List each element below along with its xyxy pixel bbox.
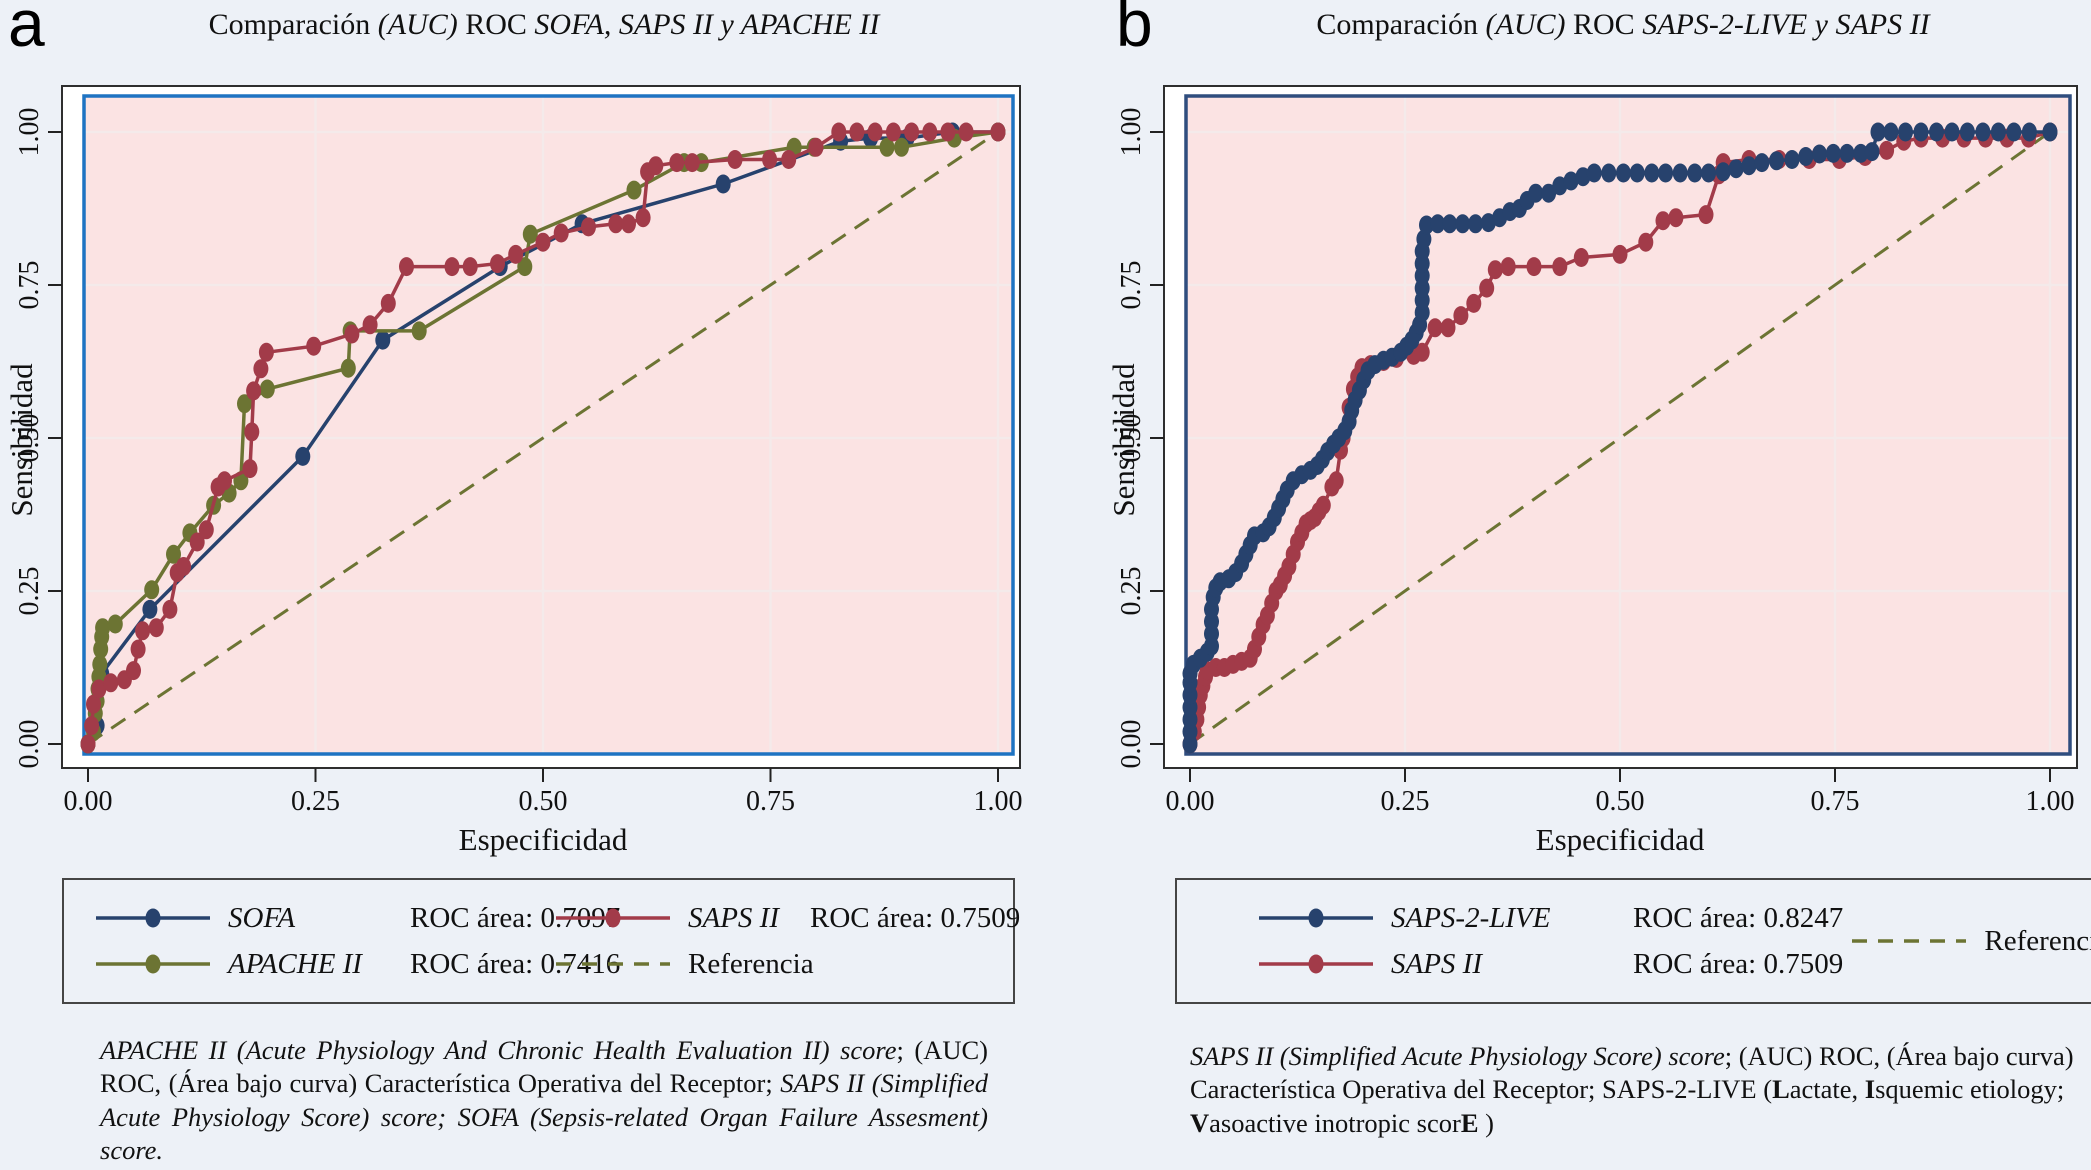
svg-text:0.75: 0.75 [14, 261, 45, 310]
footnote-b: SAPS II (Simplified Acute Physiology Sco… [1190, 1040, 2091, 1140]
plot-area [84, 96, 1013, 754]
line-marker-swatch [96, 908, 210, 928]
legend-series-name: SOFA [228, 901, 296, 934]
svg-text:0.50: 0.50 [14, 414, 45, 463]
title-segment: Comparación [1316, 8, 1486, 41]
legend-series-name: Referencia [1984, 924, 2091, 957]
svg-text:1.00: 1.00 [2026, 786, 2075, 815]
x-axis-label: Especificidad [458, 822, 628, 857]
legend-column: SOFA ROC área: 0.7097 APACHE II ROC área: 0… [94, 880, 620, 1002]
title-segment: Comparación [208, 8, 378, 41]
svg-text:0.25: 0.25 [14, 567, 45, 616]
title-segment: SOFA, SAPS II y APACHE II [534, 8, 880, 41]
x-axis-label: Especificidad [1535, 822, 1705, 857]
title-segment: (AUC) [377, 8, 458, 41]
svg-text:1.00: 1.00 [14, 108, 45, 157]
legend-column: Referencia [1850, 880, 2091, 1002]
footnote-segment: squemic etiology; [1875, 1074, 2065, 1105]
svg-text:0.50: 0.50 [519, 786, 568, 815]
footnote-segment: asoactive inotropic scor [1209, 1107, 1461, 1138]
footnote-segment: I [1864, 1074, 1876, 1105]
series-saps-2-live [1182, 122, 2058, 754]
legend-series-name: SAPS-2-LIVE [1391, 901, 1551, 934]
panel-letter-a: a [8, 0, 45, 60]
legend-roc-area: ROC área: 0.7509 [810, 901, 1021, 934]
line-marker-swatch [1259, 908, 1373, 928]
svg-text:0.00: 0.00 [14, 720, 45, 769]
svg-text:0.50: 0.50 [1116, 414, 1147, 463]
footnote-segment: E [1460, 1107, 1479, 1138]
svg-text:0.00: 0.00 [64, 786, 113, 815]
roc-plot-a: 0.00 0.25 0.50 0.75 1.00 0.00 0.25 0.50 0.75 1.00 [14, 85, 1023, 816]
svg-text:0.50: 0.50 [1596, 786, 1645, 815]
legend-series-name: Referencia [688, 947, 814, 980]
legend-column: SAPS II ROC área: 0.7509 Referencia [554, 880, 1020, 1002]
legend-item-referencia: Referencia [1850, 925, 2091, 958]
footnote-segment: SAPS II (Simplified Acute Physiology Sco… [1190, 1041, 1725, 1071]
svg-text:0.25: 0.25 [1381, 786, 1430, 815]
svg-text:0.25: 0.25 [1116, 567, 1147, 616]
title-segment: ROC [1565, 8, 1643, 41]
legend-item-saps-ii: SAPS II ROC área: 0.7509 [1257, 948, 1850, 981]
svg-text:0.75: 0.75 [746, 786, 795, 815]
legend-a: SOFA ROC área: 0.7097 APACHE II ROC área: 0… [62, 878, 1020, 1004]
plot-area [1186, 96, 2070, 754]
legend-column: SAPS-2-LIVE ROC área: 0.8247 SAPS II ROC ár… [1257, 880, 1850, 1002]
series-saps-ii [80, 122, 1006, 754]
legend-b: SAPS-2-LIVE ROC área: 0.8247 SAPS II ROC ár… [1175, 878, 2091, 1004]
svg-text:0.00: 0.00 [1166, 786, 1215, 815]
legend-item-saps-ii: SAPS II ROC área: 0.7509 [554, 902, 1020, 935]
line-marker-swatch [556, 908, 670, 928]
panel-b: b Comparación (AUC) ROC SAPS-2-LIVE y SA… [1046, 0, 2091, 1170]
legend-item-apache-ii: APACHE II ROC área: 0.7416 [94, 947, 620, 981]
roc-plot-b: 0.00 0.25 0.50 0.75 1.00 0.00 0.25 0.50 0.75 1.00 [1116, 85, 2078, 816]
line-marker-swatch [1259, 954, 1373, 974]
gridlines [1186, 96, 2070, 754]
axis-ticks: 0.00 0.25 0.50 0.75 1.00 0.00 0.25 0.50 0.75 1.00 [1116, 108, 2075, 816]
title-segment: SAPS-2-LIVE y SAPS II [1642, 8, 1930, 41]
gridlines [84, 96, 1013, 754]
title-segment: ROC [457, 8, 535, 41]
plot-frame [82, 94, 1015, 756]
svg-text:0.75: 0.75 [1116, 261, 1147, 310]
series-referencia [87, 130, 999, 746]
legend-roc-area: ROC área: 0.8247 [1633, 901, 1844, 934]
legend-item-referencia: Referencia [554, 948, 1020, 981]
footnote-segment: APACHE II (Acute Physiology And Chronic … [100, 1035, 897, 1065]
dashed-line-swatch [1852, 939, 1967, 943]
series-referencia [1189, 130, 2051, 746]
footnote-segment: L [1772, 1074, 1790, 1105]
panel-letter-b: b [1116, 0, 1153, 60]
legend-item-saps-2-live: SAPS-2-LIVE ROC área: 0.8247 [1257, 902, 1850, 935]
footnote-a: APACHE II (Acute Physiology And Chronic … [100, 1034, 988, 1168]
svg-text:1.00: 1.00 [1116, 108, 1147, 157]
dashed-line-swatch [556, 962, 670, 966]
footnote-segment: ; (AUC) ROC, (Área bajo curva) Caracterí… [100, 1035, 988, 1099]
footnote-segment: SAPS II (Simplified Acute Physiology Sco… [100, 1068, 989, 1166]
title-segment: (AUC) [1485, 8, 1566, 41]
legend-item-sofa: SOFA ROC área: 0.7097 [94, 901, 620, 935]
footnote-segment: actate, [1789, 1074, 1865, 1105]
legend-series-name: SAPS II [1391, 947, 1482, 980]
legend-series-name: SAPS II [688, 901, 779, 934]
panel-a-title: Comparación (AUC) ROC SOFA, SAPS II y AP… [88, 8, 1000, 42]
footnote-segment: ) [1478, 1107, 1494, 1138]
svg-text:0.00: 0.00 [1116, 720, 1147, 769]
footnote-segment: ; (AUC) ROC, (Área bajo curva) Caracterí… [1190, 1041, 2074, 1105]
svg-text:1.00: 1.00 [974, 786, 1023, 815]
footnote-segment: V [1190, 1107, 1210, 1138]
legend-roc-area: ROC área: 0.7509 [1633, 947, 1844, 980]
svg-text:0.75: 0.75 [1811, 786, 1860, 815]
svg-text:0.25: 0.25 [291, 786, 340, 815]
line-marker-swatch [96, 954, 210, 974]
plot-frame [1184, 94, 2072, 756]
legend-series-name: APACHE II [228, 947, 362, 980]
panel-b-title: Comparación (AUC) ROC SAPS-2-LIVE y SAPS… [1190, 8, 2056, 42]
axis-ticks: 0.00 0.25 0.50 0.75 1.00 0.00 0.25 0.50 0.75 1.00 [14, 108, 1023, 816]
panel-a: a Comparación (AUC) ROC SOFA, SAPS II y … [0, 0, 1045, 1170]
